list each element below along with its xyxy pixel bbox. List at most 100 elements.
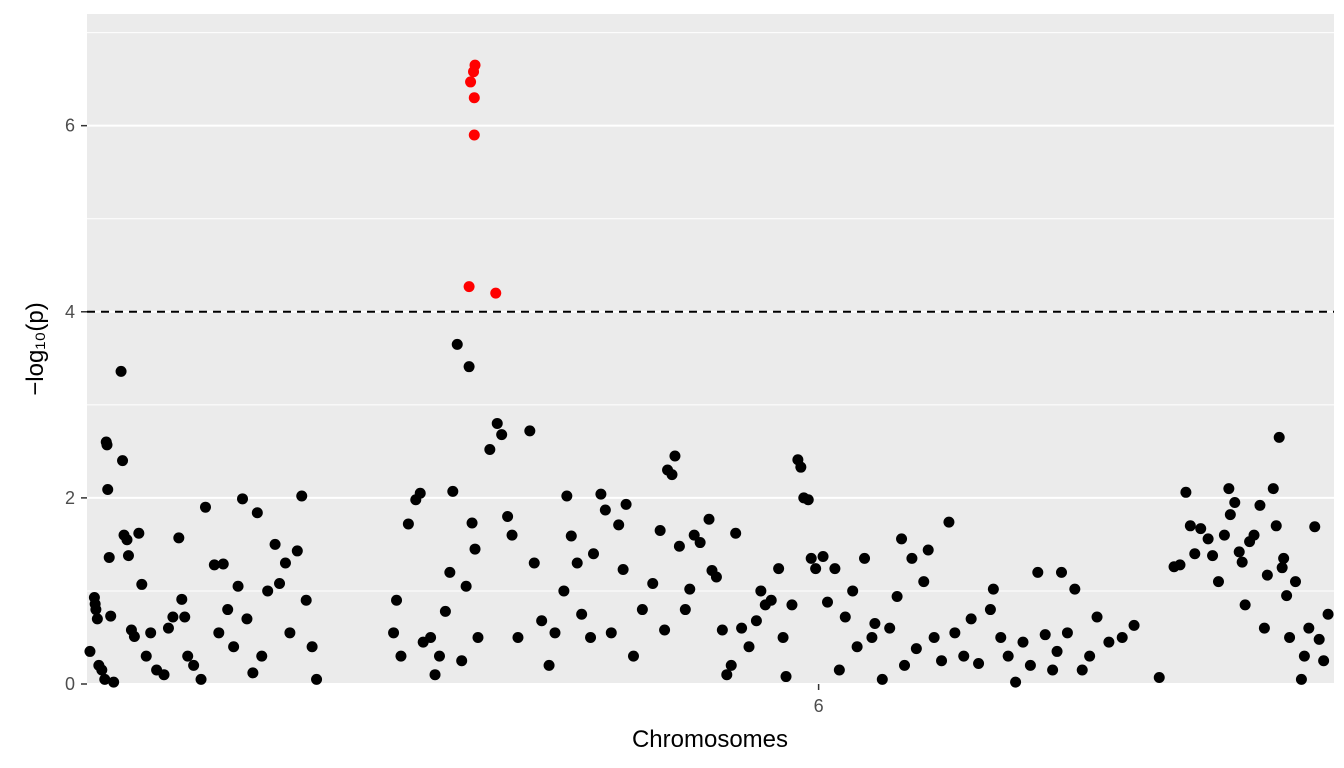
data-point xyxy=(936,655,948,667)
data-point xyxy=(810,563,822,575)
y-tick-label: 6 xyxy=(65,116,75,136)
data-point xyxy=(730,527,742,539)
data-point xyxy=(721,669,733,681)
data-point xyxy=(780,671,792,683)
data-point xyxy=(710,571,722,583)
data-point xyxy=(188,659,200,671)
data-point xyxy=(241,613,253,625)
data-point xyxy=(543,659,555,671)
data-point xyxy=(949,627,961,639)
data-point xyxy=(388,627,400,639)
data-point xyxy=(984,604,996,616)
data-point xyxy=(91,613,103,625)
data-point xyxy=(536,615,548,627)
data-point xyxy=(561,490,573,502)
data-point xyxy=(451,338,463,350)
data-point xyxy=(1116,631,1128,643)
data-point xyxy=(1189,548,1201,560)
data-point xyxy=(506,529,518,541)
data-point xyxy=(617,564,629,576)
data-point xyxy=(182,650,194,662)
data-point xyxy=(456,655,468,667)
data-point xyxy=(439,605,451,617)
data-point xyxy=(1233,546,1245,558)
data-point xyxy=(162,622,174,634)
data-point xyxy=(1202,533,1214,545)
data-point xyxy=(647,578,659,589)
data-point xyxy=(136,578,148,590)
data-point xyxy=(918,576,930,588)
data-point xyxy=(179,611,191,623)
data-point xyxy=(1276,562,1288,574)
data-point xyxy=(1212,576,1224,588)
data-point xyxy=(145,627,157,639)
data-point xyxy=(817,551,829,563)
data-point xyxy=(679,604,691,616)
data-point xyxy=(922,544,934,556)
data-point xyxy=(460,580,472,592)
data-point xyxy=(565,530,577,542)
x-tick-label: 6 xyxy=(814,696,824,716)
data-point xyxy=(217,558,229,570)
data-point xyxy=(269,538,281,550)
data-point xyxy=(1153,671,1165,683)
data-point xyxy=(173,532,185,544)
data-point xyxy=(1051,645,1063,657)
data-point xyxy=(847,585,859,597)
data-point xyxy=(502,511,514,522)
data-point xyxy=(958,650,970,662)
data-point xyxy=(466,517,478,529)
data-point xyxy=(213,627,225,639)
data-point xyxy=(402,518,414,530)
data-point xyxy=(1069,583,1081,595)
data-point xyxy=(222,604,234,616)
data-point xyxy=(1229,497,1241,509)
data-point xyxy=(1207,550,1219,562)
data-point xyxy=(1010,676,1022,688)
data-point xyxy=(613,519,625,531)
data-point xyxy=(524,425,536,437)
data-point xyxy=(859,552,871,564)
data-point xyxy=(906,552,918,564)
data-point xyxy=(228,641,240,653)
data-point xyxy=(1195,523,1207,535)
data-point xyxy=(891,591,903,603)
data-point xyxy=(447,485,459,497)
data-point xyxy=(1313,633,1325,645)
data-point xyxy=(133,527,145,539)
data-point xyxy=(444,566,456,578)
data-point xyxy=(899,659,911,671)
data-point xyxy=(802,494,814,506)
data-point xyxy=(425,631,437,643)
data-point xyxy=(684,583,696,595)
data-point xyxy=(208,559,220,571)
data-point xyxy=(716,624,728,636)
data-point xyxy=(84,645,96,657)
data-point xyxy=(199,501,211,513)
data-point xyxy=(549,627,561,639)
data-point xyxy=(469,543,481,555)
data-point xyxy=(1248,529,1260,541)
data-point xyxy=(669,450,681,462)
data-point xyxy=(666,469,678,481)
data-point xyxy=(1278,552,1290,564)
data-point xyxy=(659,624,671,636)
data-point xyxy=(512,631,524,643)
data-point xyxy=(627,650,639,662)
data-point xyxy=(158,669,170,681)
data-point xyxy=(884,622,896,634)
data-point xyxy=(472,631,484,643)
data-point xyxy=(1273,431,1285,443)
data-point xyxy=(736,622,748,634)
data-point xyxy=(1218,529,1230,541)
data-point xyxy=(1289,576,1301,588)
data-point xyxy=(703,513,715,525)
data-point xyxy=(773,563,785,575)
data-points xyxy=(84,59,1334,688)
data-point xyxy=(1303,622,1315,634)
data-point xyxy=(851,641,863,653)
data-point xyxy=(247,667,259,679)
data-point xyxy=(588,548,600,560)
data-point xyxy=(115,365,127,377)
